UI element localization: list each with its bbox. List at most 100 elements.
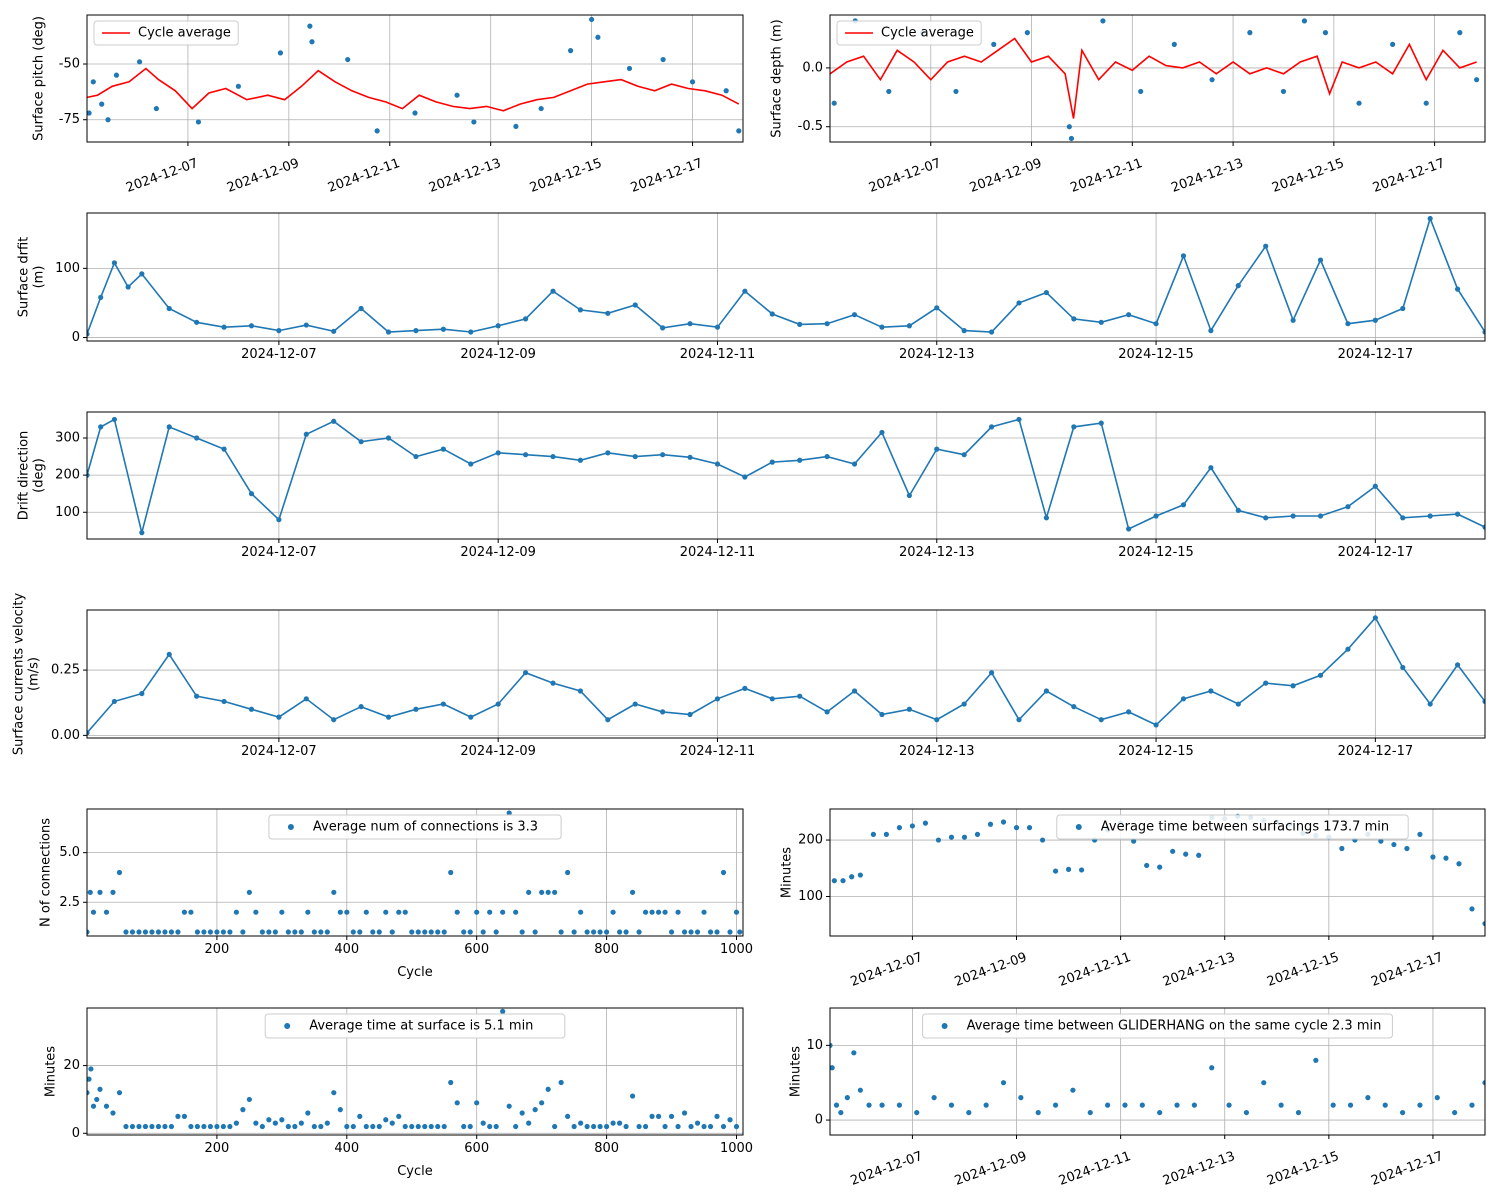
data-point — [1235, 701, 1241, 707]
data-point — [681, 929, 688, 935]
data-point — [111, 260, 118, 266]
axes-frame — [86, 212, 1486, 342]
data-point — [220, 1123, 226, 1130]
data-point — [1209, 1065, 1215, 1071]
data-point — [385, 329, 392, 335]
data-point — [125, 284, 131, 290]
data-point — [833, 1102, 840, 1108]
data-point — [1469, 906, 1475, 912]
data-point — [468, 461, 474, 467]
legend: Cycle average — [93, 20, 239, 46]
x-tick-label: 2024-12-15 — [1270, 156, 1346, 196]
data-point — [376, 1123, 382, 1130]
x-tick-label: 200 — [204, 942, 229, 957]
data-point — [402, 1123, 408, 1130]
data-point — [1263, 243, 1269, 249]
y-tick-label: 100 — [798, 889, 823, 904]
data-point — [474, 1100, 480, 1106]
data-point — [522, 452, 529, 458]
average-line — [87, 67, 740, 112]
y-tick-label: -75 — [59, 112, 80, 127]
data-point — [742, 288, 748, 294]
data-point — [1317, 513, 1324, 519]
y-tick-label: 200 — [55, 468, 80, 483]
data-point — [1126, 312, 1132, 318]
data-point — [629, 1093, 636, 1099]
data-point — [857, 872, 863, 878]
data-point — [331, 418, 337, 424]
data-point — [1427, 215, 1433, 222]
x-tick-label: 600 — [464, 942, 489, 957]
y-tick-label: 0.0 — [802, 60, 823, 75]
data-point — [1423, 100, 1429, 106]
data-point — [259, 1123, 265, 1130]
data-point — [707, 929, 714, 935]
data-point — [737, 929, 743, 935]
data-point — [385, 435, 392, 441]
axes-frame — [829, 808, 1486, 937]
data-point — [1417, 831, 1423, 838]
data-point — [1457, 30, 1463, 36]
data-point — [136, 1123, 142, 1130]
data-point — [441, 1123, 447, 1130]
data-point — [1280, 88, 1287, 95]
data-point — [565, 869, 571, 876]
y-axis-label: Drift direction(deg) — [16, 431, 46, 521]
data-point — [153, 105, 159, 112]
data-point — [155, 929, 162, 935]
x-tick-label: 2024-12-17 — [1338, 347, 1414, 362]
data-point — [97, 889, 103, 895]
data-point — [1469, 1102, 1475, 1108]
data-point — [797, 321, 803, 327]
legend-box — [922, 1013, 1393, 1039]
data-point — [142, 929, 149, 935]
x-tick-label: 2024-12-15 — [528, 156, 604, 196]
data-point — [1144, 862, 1150, 869]
data-point — [701, 909, 707, 915]
x-tick-label: 2024-12-13 — [899, 347, 975, 362]
data-point — [1153, 722, 1159, 728]
data-point — [866, 1102, 872, 1108]
data-point — [149, 929, 155, 935]
data-point — [1427, 513, 1433, 519]
data-point — [412, 110, 418, 116]
axes-frame — [829, 14, 1486, 143]
data-point — [246, 889, 252, 895]
data-point — [331, 717, 337, 723]
data-point — [422, 929, 428, 935]
data-point — [610, 909, 616, 915]
data-point — [610, 1120, 616, 1126]
data-point — [374, 128, 380, 134]
data-point — [519, 1110, 525, 1116]
data-point — [1295, 1109, 1302, 1116]
data-point — [363, 909, 369, 915]
data-point — [1454, 662, 1461, 668]
data-point — [840, 878, 846, 884]
data-point — [168, 1123, 175, 1130]
legend-label: Average time between surfacings 173.7 mi… — [1101, 820, 1389, 835]
data-point — [591, 929, 597, 935]
data-point — [87, 331, 90, 337]
data-point — [1208, 465, 1214, 471]
y-tick-label: 0 — [815, 1113, 823, 1128]
legend-label: Cycle average — [138, 26, 231, 41]
data-point — [1372, 615, 1378, 621]
data-point — [309, 39, 315, 45]
data-point — [248, 323, 255, 329]
data-point — [668, 1113, 675, 1119]
data-point — [1290, 513, 1296, 519]
data-point — [385, 714, 392, 720]
data-point — [139, 690, 145, 697]
data-point — [623, 929, 629, 935]
y-axis-label: N of connections — [39, 818, 54, 927]
data-point — [1390, 41, 1396, 47]
data-point — [552, 889, 558, 895]
data-point — [311, 1123, 317, 1130]
data-point — [428, 929, 434, 935]
data-point — [305, 1110, 311, 1116]
data-point — [558, 929, 564, 935]
data-point — [1208, 328, 1214, 334]
data-point — [550, 453, 556, 460]
data-point — [660, 56, 666, 63]
data-point — [591, 1123, 597, 1130]
